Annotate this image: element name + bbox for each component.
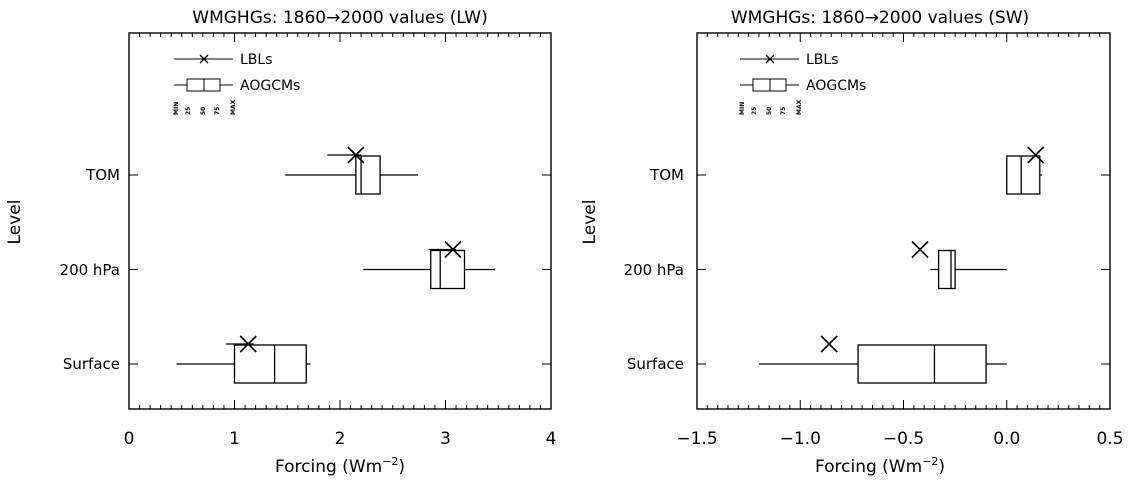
lw-y-axis-label: Level (5, 200, 25, 245)
sw-x-tick-label: 0.5 (1096, 429, 1123, 449)
lw-lbl-surface-marker (239, 335, 257, 353)
sw-legend-lbl-marker (765, 54, 775, 64)
lw-lbl-tom-marker (347, 146, 365, 164)
lw-x-tick-label: 4 (546, 429, 557, 449)
sw-lbl-200hpa-marker (911, 240, 929, 259)
lw-plot-marks (128, 33, 552, 409)
sw-lbl-surface-marker (820, 335, 838, 353)
sw-aogcm-200hpa-box (937, 249, 956, 290)
sw-legend-aogcm-label: AOGCMs (806, 78, 866, 94)
sw-level-label-surface: Surface (627, 355, 684, 373)
sw-legend-key-min: MIN (739, 102, 746, 115)
lw-legend: LBLs AOGCMs MIN 25 50 75 MAX (173, 52, 300, 115)
sw-level-label-200hpa: 200 hPa (624, 261, 684, 279)
lw-x-tick-label: 3 (440, 429, 451, 449)
sw-legend-key-max: MAX (796, 99, 803, 115)
sw-level-label-tom: TOM (649, 166, 684, 184)
lw-legend-key-max: MAX (230, 99, 237, 115)
sw-legend: LBLs AOGCMs MIN 25 50 75 MAX (739, 52, 866, 115)
sw-legend-key-50: 50 (766, 107, 773, 115)
sw-aogcm-surface-box (857, 344, 987, 384)
sw-panel: WMGHGs: 1860→2000 values (SW) Level Forc… (580, 8, 1124, 477)
lw-lbl-200hpa-marker (444, 240, 462, 259)
sw-legend-key-75: 75 (780, 107, 787, 115)
sw-lbl-tom-marker (1027, 146, 1045, 164)
sw-x-tick-label: −1.0 (780, 429, 821, 449)
lw-x-axis-label: Forcing (Wm−2) (275, 455, 405, 477)
lw-aogcm-surface-box (233, 344, 307, 384)
lw-x-tick-label: 0 (124, 429, 135, 449)
lw-aogcm-tom-box (355, 155, 381, 195)
sw-x-tick-label: −1.5 (676, 429, 717, 449)
lw-x-tick-label: 1 (229, 429, 240, 449)
sw-aogcm-tom-box (1006, 155, 1041, 195)
lw-level-label-200hpa: 200 hPa (60, 261, 120, 279)
sw-chart-title: WMGHGs: 1860→2000 values (SW) (731, 8, 1029, 28)
lw-chart-title: WMGHGs: 1860→2000 values (LW) (192, 8, 487, 28)
lw-legend-lbl-marker (199, 54, 209, 64)
lw-legend-aogcm-label: AOGCMs (240, 78, 300, 94)
lw-legend-key-50: 50 (200, 107, 207, 115)
lw-level-label-tom: TOM (85, 166, 120, 184)
sw-plot-marks (696, 33, 1111, 409)
sw-legend-lbl-label: LBLs (806, 52, 839, 68)
lw-legend-key-25: 25 (185, 107, 192, 115)
lw-level-label-surface: Surface (63, 355, 120, 373)
lw-legend-lbl-label: LBLs (240, 52, 273, 68)
lw-legend-key-75: 75 (214, 107, 221, 115)
sw-legend-key-25: 25 (751, 107, 758, 115)
lw-x-tick-label: 2 (335, 429, 346, 449)
sw-y-axis-label: Level (580, 200, 600, 245)
sw-x-axis-label: Forcing (Wm−2) (815, 455, 945, 477)
lw-aogcm-200hpa-box (430, 249, 466, 290)
lw-legend-key-min: MIN (173, 102, 180, 115)
sw-x-tick-label: −0.5 (883, 429, 924, 449)
lw-panel: WMGHGs: 1860→2000 values (LW) Level Forc… (5, 8, 556, 477)
sw-x-tick-label: 0.0 (993, 429, 1020, 449)
